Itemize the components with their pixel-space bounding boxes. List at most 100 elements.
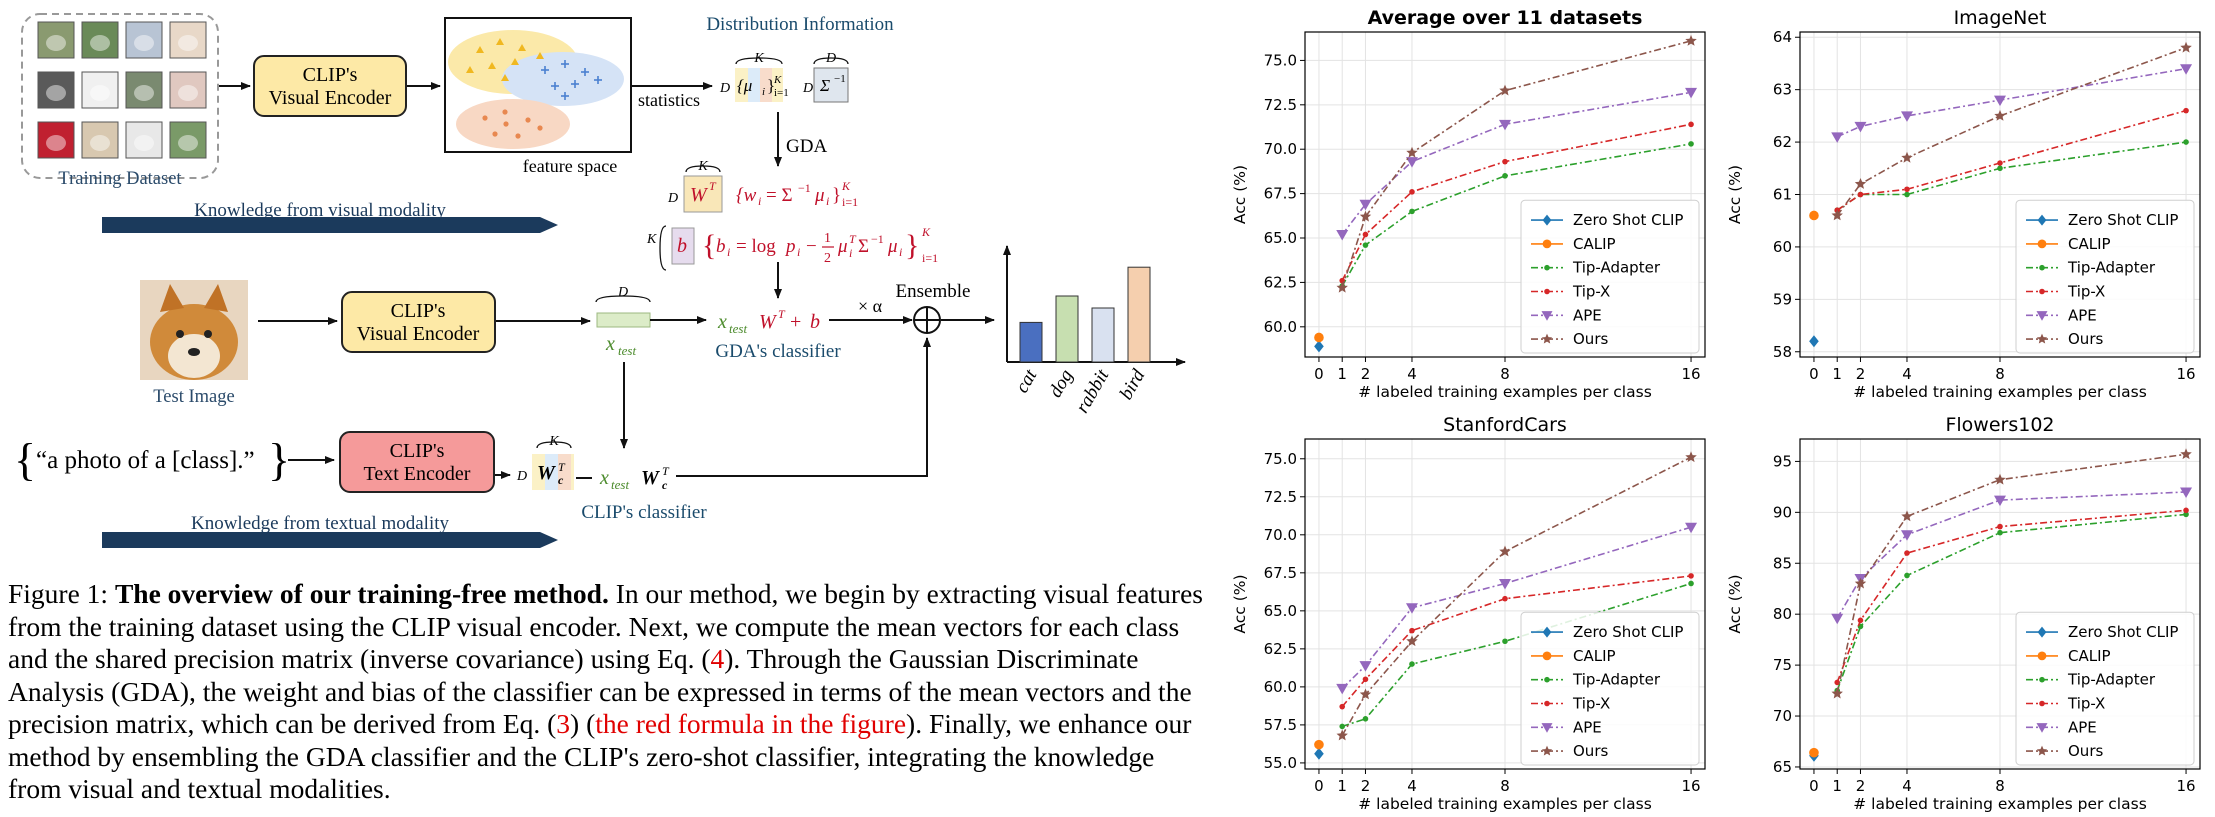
data-point-tip-x xyxy=(1857,617,1864,624)
gda-formula: K D W T {w i = Σ −1 μ i } K i=1 K b { b … xyxy=(646,159,938,271)
training-thumbnail xyxy=(37,121,75,159)
data-point-ours xyxy=(1359,210,1372,222)
caption-ref-eq3[interactable]: 3 xyxy=(556,708,571,739)
legend-label: CALIP xyxy=(2068,235,2111,253)
svg-text:μ: μ xyxy=(814,185,825,206)
legend-label: Tip-X xyxy=(1572,695,1610,713)
svg-text:K: K xyxy=(773,74,782,86)
data-point-tip-x xyxy=(1904,550,1910,556)
caption-text-2: ). Through the Gaussian Discriminate Ana… xyxy=(8,643,1192,739)
data-point-tip-adapter xyxy=(1409,208,1415,215)
series-line-tip-x xyxy=(1836,109,2187,211)
clip-classifier-expr: K D W T c x test W T c xyxy=(516,434,670,492)
legend-label: Tip-X xyxy=(1572,283,1610,301)
legend-label: Tip-Adapter xyxy=(2067,671,2156,689)
x-test-label: x xyxy=(605,333,615,355)
y-tick-label: 75 xyxy=(1773,656,1792,674)
x-tick-label: 16 xyxy=(2176,777,2195,795)
svg-text:i: i xyxy=(727,245,730,259)
output-bar-dog xyxy=(1055,295,1079,363)
y-tick-label: 72.5 xyxy=(1264,96,1297,114)
prompt-brace-left: { xyxy=(14,434,36,485)
output-bar-rabbit xyxy=(1091,307,1115,363)
ensemble-label: Ensemble xyxy=(896,281,971,302)
data-point-ape xyxy=(1854,121,1867,133)
caption-ref-eq4[interactable]: 4 xyxy=(710,643,725,674)
data-point-ape xyxy=(2180,64,2193,75)
training-thumbnail xyxy=(169,121,207,159)
y-axis-label: Acc (%) xyxy=(1231,574,1249,633)
series-line-ape xyxy=(1836,491,2187,619)
data-point-ape xyxy=(1336,229,1349,241)
x-tick-label: 0 xyxy=(1809,777,1819,795)
x-tick-label: 1 xyxy=(1337,365,1347,383)
data-point-ours xyxy=(1685,451,1697,463)
results-charts: Average over 11 datasets 0 1 2 4 8 16 60.0 62.5 6… xyxy=(1225,0,2215,817)
x-tick-label: 4 xyxy=(1902,365,1912,383)
legend-label: Ours xyxy=(1573,742,1608,760)
y-tick-label: 59 xyxy=(1773,290,1792,308)
x-axis-label: # labeled training examples per class xyxy=(1853,795,2147,813)
data-point-ape xyxy=(1359,661,1372,672)
y-tick-label: 95 xyxy=(1773,452,1792,470)
prompt-text: “a photo of a [class].” xyxy=(36,447,255,474)
legend-label: APE xyxy=(2068,718,2097,736)
data-point-ours xyxy=(1831,687,1843,699)
data-point-tip-x xyxy=(1409,627,1415,634)
visual-encoder-test xyxy=(341,291,496,353)
y-tick-label: 62 xyxy=(1773,133,1792,151)
visual-knowledge-arrow xyxy=(102,217,558,233)
series-line-tip-x xyxy=(1836,509,2187,683)
x-tick-label: 16 xyxy=(1681,777,1700,795)
svg-text:i: i xyxy=(797,245,800,259)
training-thumbnail xyxy=(125,71,163,109)
data-point-tip-x xyxy=(1502,595,1508,602)
legend-label: Tip-X xyxy=(2067,695,2105,713)
test-image xyxy=(140,280,248,380)
chart-title: StanfordCars xyxy=(1443,414,1567,436)
overview-diagram: Training Dataset CLIP's Visual Encoder f… xyxy=(14,13,1186,548)
legend-label: Tip-Adapter xyxy=(1572,259,1661,277)
svg-text:x: x xyxy=(717,311,727,333)
legend-label: CALIP xyxy=(2068,647,2111,665)
training-dataset-frame xyxy=(21,13,219,179)
svg-text:−1: −1 xyxy=(871,232,884,246)
data-point-tip-adapter xyxy=(1339,723,1346,730)
knowledge-visual-label: Knowledge from visual modality xyxy=(194,200,446,221)
y-tick-label: 55.0 xyxy=(1264,754,1297,772)
svg-text:W: W xyxy=(759,311,778,333)
method-overview-figure: Training Dataset CLIP's Visual Encoder f… xyxy=(8,13,1203,804)
chart-stanfordcars: StanfordCars 0 1 2 4 8 16 55.0 57.5 60.0 62.5 65.0 6… xyxy=(1231,414,1706,813)
series-line-ours xyxy=(1836,453,2187,694)
legend-label: CALIP xyxy=(1573,235,1616,253)
svg-text:b: b xyxy=(716,236,726,257)
output-bar-label: cat xyxy=(1012,365,1042,396)
svg-text:}: } xyxy=(767,76,775,95)
svg-text:i: i xyxy=(899,245,902,259)
x-axis-label: # labeled training examples per class xyxy=(1358,795,1652,813)
data-point-ape xyxy=(1359,199,1372,211)
data-point-ours xyxy=(1831,209,1843,221)
gda-classifier-expr: x test W T + b xyxy=(717,307,820,336)
data-point-tip-x xyxy=(1904,186,1910,193)
training-thumbnail xyxy=(81,121,119,159)
x-tick-label: 1 xyxy=(1337,777,1347,795)
y-tick-label: 85 xyxy=(1773,554,1792,572)
data-point-ape xyxy=(1336,683,1349,695)
y-axis-label: Acc (%) xyxy=(1726,574,1744,633)
svg-text:{: { xyxy=(702,229,716,262)
svg-text:test: test xyxy=(729,321,747,336)
chart-title: Flowers102 xyxy=(1945,414,2054,436)
x-test-vector xyxy=(596,312,651,328)
feature-space-label: feature space xyxy=(523,156,617,176)
chart-imagenet: ImageNet 0 1 2 4 8 16 58 59 60 61 62 63 64 # labeled t… xyxy=(1726,7,2201,401)
data-point-tip-x xyxy=(1857,191,1864,198)
chart-title: Average over 11 datasets xyxy=(1368,7,1643,29)
training-thumbnail xyxy=(37,71,75,109)
svg-text:i=1: i=1 xyxy=(774,87,789,99)
svg-text:μ: μ xyxy=(887,236,898,257)
data-point-tip-adapter xyxy=(1502,173,1508,179)
data-point-tip-x xyxy=(1997,523,2003,530)
y-axis-label: Acc (%) xyxy=(1231,165,1249,224)
chart-title: ImageNet xyxy=(1954,7,2047,29)
